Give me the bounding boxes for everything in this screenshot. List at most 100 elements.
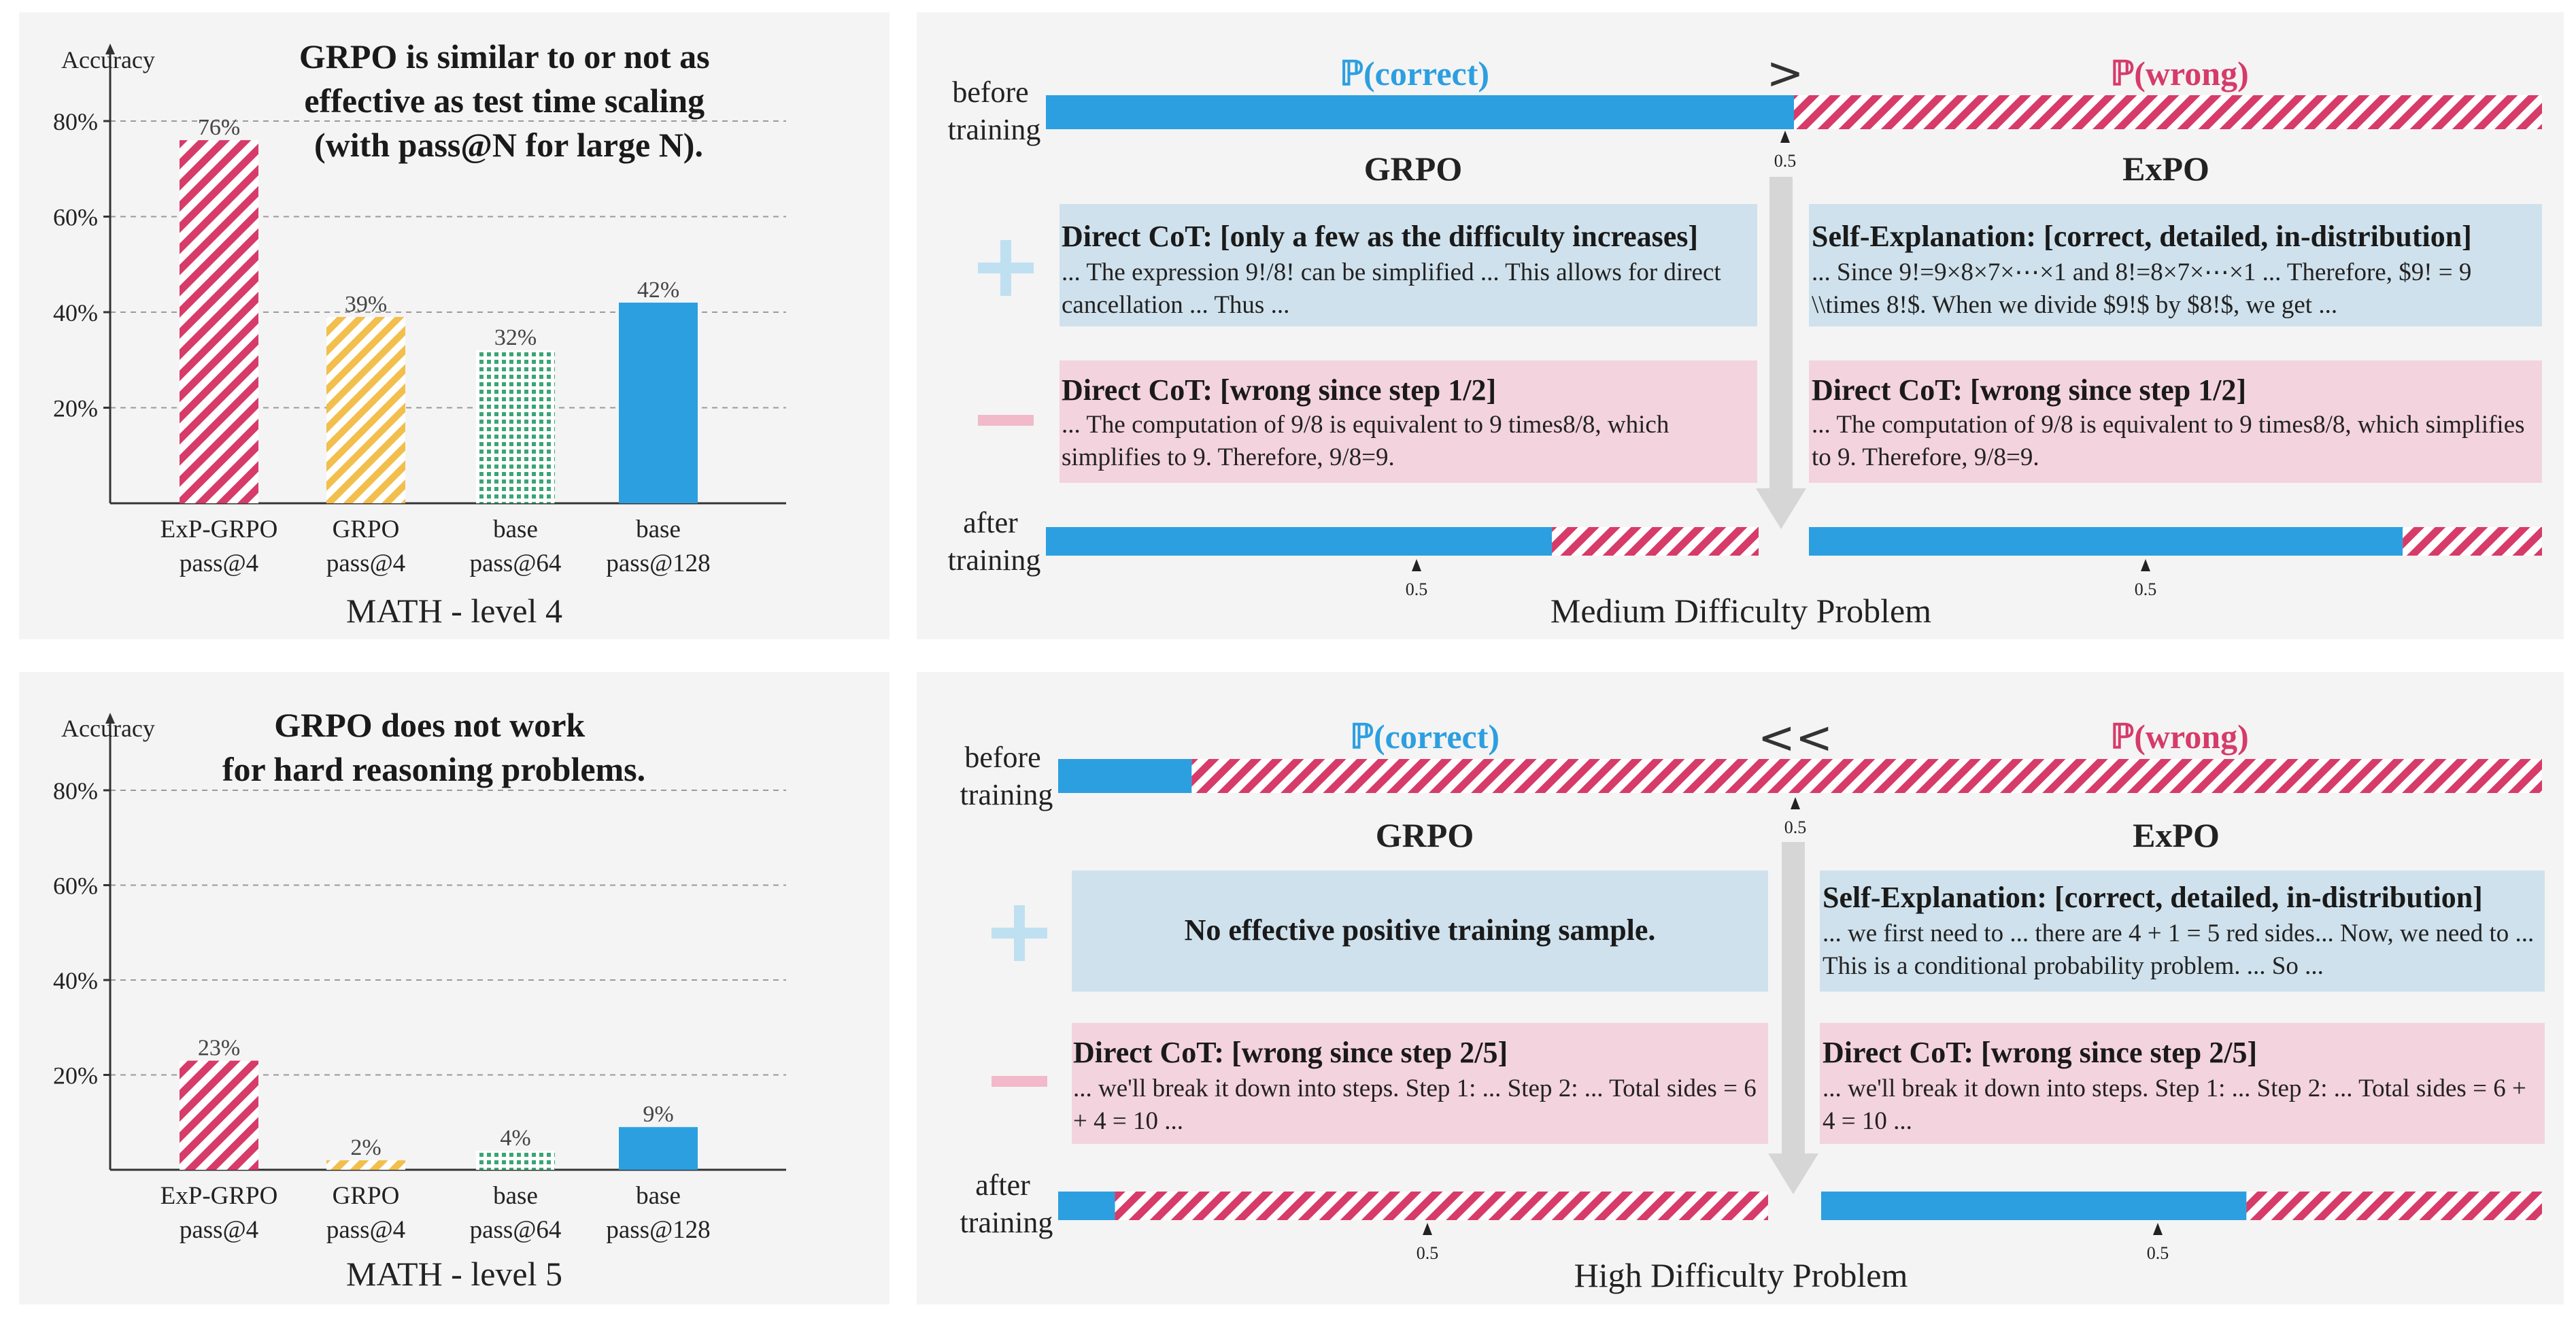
grpo-marker-triangle [1412,559,1421,571]
grpo-negative-heading: Direct CoT: [wrong since step 2/5] [1073,1036,1508,1069]
grpo-negative-heading: Direct CoT: [wrong since step 1/2] [1062,373,1496,407]
y-tick-label: 40% [53,967,98,994]
grpo-negative-body: ... The computation of 9/8 is equivalent… [1062,411,1670,471]
minus-sign [992,1076,1047,1087]
before-training-label: before training [960,741,1053,811]
bar-value-label: 39% [345,292,387,317]
bar-value-label: 42% [637,277,679,303]
y-axis-label: Accuracy [61,46,155,73]
y-tick-label: 40% [53,299,98,326]
bar-value-label: 23% [198,1036,240,1061]
category-label: ExP-GRPO pass@4 [160,516,278,577]
grpo-title: GRPO [1376,816,1474,854]
grpo-positive-text: No effective positive training sample. [1185,913,1656,947]
bar [476,1151,555,1170]
y-axis-label: Accuracy [61,715,155,742]
down-arrow-head [1768,1153,1818,1194]
category-label: ExP-GRPO pass@4 [160,1182,278,1244]
expo-negative-heading: Direct CoT: [wrong since step 2/5] [1823,1036,2257,1069]
diagram-medium: before training ℙ(correct) > ℙ(wrong) 0.… [948,47,2542,630]
plus-vertical [1014,905,1025,961]
after-training-label: after training [948,506,1041,577]
grpo-positive-heading: Direct CoT: [only a few as the difficult… [1062,220,1698,253]
y-tick-label: 80% [53,777,98,805]
category-label: GRPO pass@4 [326,516,405,577]
expo-negative-body: ... The computation of 9/8 is equivalent… [1812,411,2525,471]
title-line-2: effective as test time scaling [304,82,705,120]
x-axis-label: MATH - level 4 [346,592,562,630]
grpo-negative-box [1072,1023,1768,1144]
chart-title: GRPO is similar to or not as effective a… [299,37,718,164]
diagram-caption: High Difficulty Problem [1574,1256,1908,1294]
expo-negative-heading: Direct CoT: [wrong since step 1/2] [1812,373,2246,407]
bar [476,350,555,503]
grpo-negative-body: ... we'll break it down into steps. Step… [1073,1075,1757,1135]
expo-positive-body: ... we first need to ... there are 4 + 1… [1823,919,2534,980]
marker-value: 0.5 [1774,151,1797,171]
marker-triangle [1791,797,1800,809]
category-label: GRPO pass@4 [326,1182,405,1244]
p-correct-label: ℙ(correct) [1340,54,1489,92]
diagram-high: before training ℙ(correct) << ℙ(wrong) 0… [960,711,2545,1294]
minus-sign [978,415,1034,426]
grpo-positive-box [1072,871,1768,992]
expo-title: ExPO [2122,150,2209,188]
compare-sign: << [1758,711,1833,764]
title-line-1: GRPO does not work [274,706,585,744]
y-axis-arrow [105,713,115,724]
grpo-positive-box [1060,204,1757,326]
category-label: base pass@128 [606,1182,710,1244]
grpo-marker-value: 0.5 [1417,1243,1439,1263]
bar [180,140,258,504]
y-tick-label: 20% [53,1062,98,1090]
chart-title: GRPO does not work for hard reasoning pr… [222,706,645,788]
before-wrong-bar [1191,759,2542,793]
grpo-title: GRPO [1364,150,1462,188]
title-line-3: (with pass@N for large N). [314,126,703,164]
grpo-after-correct-bar [1046,527,1553,556]
chart-panel-level5 [19,672,889,1304]
before-wrong-bar [1794,95,2542,129]
chart-level-4: Accuracy GRPO is similar to or not as ef… [53,37,786,630]
x-axis-label: MATH - level 5 [346,1255,562,1293]
down-arrow-head [1756,488,1806,529]
bar [619,1127,698,1170]
bar [326,317,405,503]
y-axis-arrow [105,44,115,54]
bar-value-label: 2% [350,1135,381,1160]
p-wrong-label: ℙ(wrong) [2110,718,2249,756]
marker-triangle [1780,131,1790,143]
bar-value-label: 4% [500,1126,530,1151]
expo-marker-value: 0.5 [2147,1243,2169,1263]
grpo-after-wrong-bar [1552,527,1759,556]
expo-marker-value: 0.5 [2135,579,2157,599]
down-arrow-shaft [1782,842,1805,1155]
bar-value-label: 9% [643,1102,673,1127]
expo-positive-box [1809,204,2542,326]
p-wrong-label: ℙ(wrong) [2110,54,2249,92]
marker-value: 0.5 [1784,817,1807,837]
before-correct-bar [1046,95,1794,129]
after-training-label: after training [960,1168,1053,1239]
expo-negative-box [1820,1023,2545,1144]
expo-after-wrong-bar [2403,527,2542,556]
expo-positive-body: ... Since 9!=9×8×7×⋯×1 and 8!=8×7×⋯×1 ..… [1812,258,2471,319]
expo-after-correct-bar [1821,1192,2247,1220]
plus-vertical [1000,240,1011,296]
expo-marker-triangle [2141,559,2150,571]
expo-negative-box [1809,360,2542,483]
down-arrow-shaft [1769,177,1793,490]
category-label: base pass@64 [470,516,562,577]
grpo-after-correct-bar [1058,1192,1115,1220]
category-label: base pass@64 [470,1182,562,1244]
grpo-positive-body: ... The expression 9!/8! can be simplifi… [1062,258,1721,319]
y-tick-label: 60% [53,204,98,231]
expo-negative-body: ... we'll break it down into steps. Step… [1823,1075,2526,1135]
expo-positive-box [1820,871,2545,992]
compare-sign: > [1766,47,1803,99]
before-training-label: before training [948,75,1041,146]
chart-panel-level4 [19,12,889,639]
before-correct-bar [1058,759,1192,793]
bar-value-label: 32% [494,325,537,350]
